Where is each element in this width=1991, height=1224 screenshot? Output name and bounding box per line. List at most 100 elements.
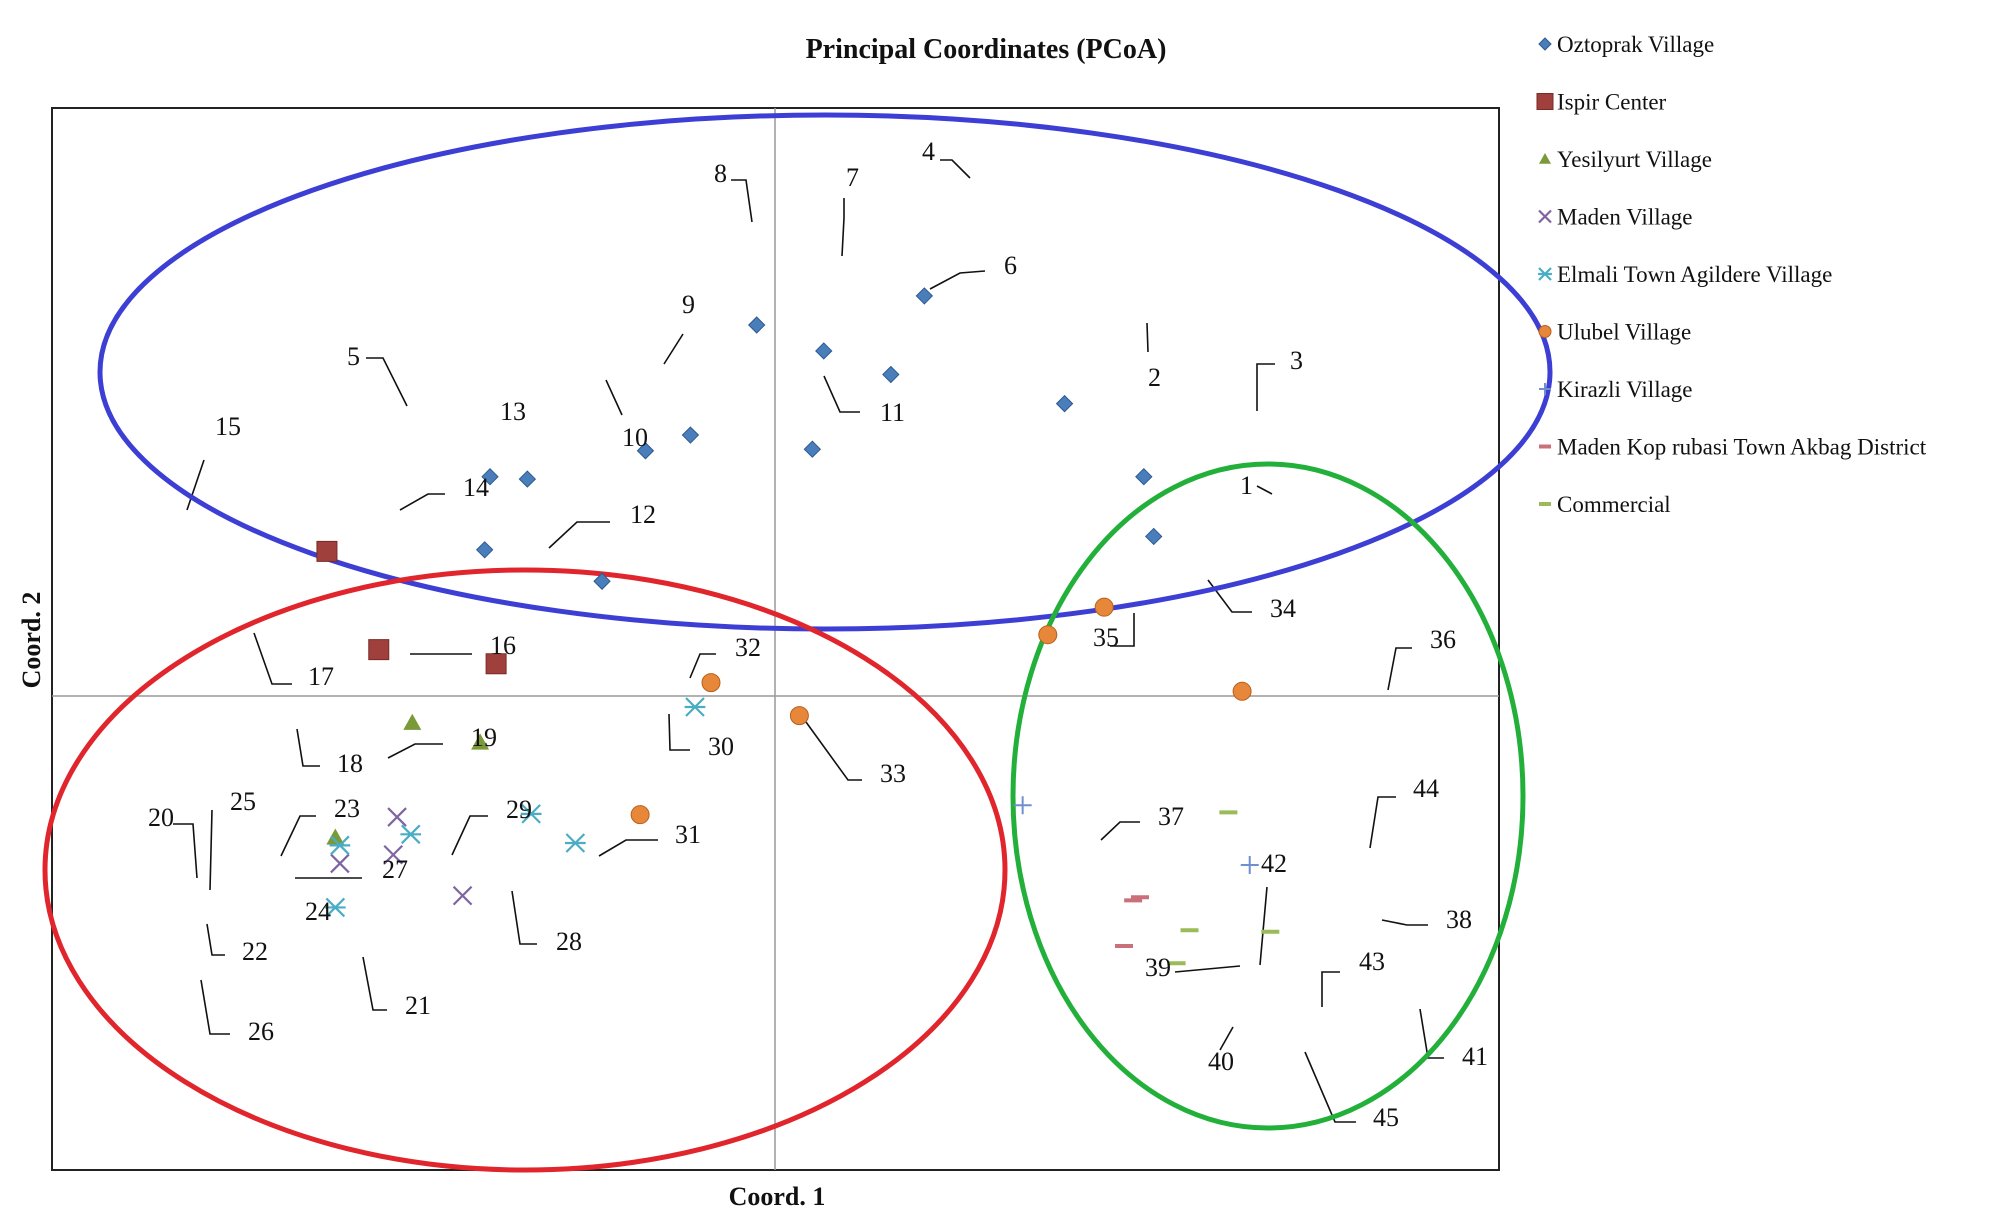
point-label-5: 5 [347, 342, 360, 371]
data-point-13 [518, 470, 537, 488]
point-label-43: 43 [1359, 947, 1385, 976]
leader-line-1 [1256, 485, 1273, 495]
point-label-35: 35 [1093, 623, 1119, 652]
leader-line-26 [200, 979, 230, 1035]
leader-line-32 [689, 653, 716, 679]
point-label-6: 6 [1004, 251, 1017, 280]
point-label-22: 22 [242, 937, 268, 966]
leader-line-42 [1259, 886, 1268, 966]
leader-line-36 [1387, 647, 1412, 691]
leader-line-20 [173, 823, 198, 879]
legend-label-4: Elmali Town Agildere Village [1557, 262, 1832, 287]
data-point-20 [326, 828, 345, 845]
legend-label-2: Yesilyurt Village [1557, 147, 1712, 172]
legend-label-5: Ulubel Village [1557, 320, 1691, 345]
data-point-36 [1232, 681, 1252, 701]
point-label-40: 40 [1208, 1047, 1234, 1076]
leader-line-44 [1369, 796, 1396, 849]
legend-label-3: Maden Village [1557, 205, 1693, 230]
legend-label-0: Oztoprak Village [1557, 32, 1714, 57]
legend-marker-0 [1538, 37, 1552, 51]
point-label-25: 25 [230, 787, 256, 816]
leader-line-14 [399, 493, 445, 511]
label-leader-lines [173, 159, 1444, 1123]
point-label-12: 12 [630, 500, 656, 529]
leader-line-31 [598, 839, 658, 857]
leader-line-28 [511, 890, 537, 945]
point-label-8: 8 [714, 159, 727, 188]
point-label-39: 39 [1145, 953, 1171, 982]
leader-line-7 [841, 198, 845, 257]
leader-line-45 [1304, 1051, 1356, 1123]
leader-line-38 [1381, 919, 1428, 926]
data-markers [316, 287, 1280, 966]
point-label-31: 31 [675, 820, 701, 849]
leader-line-5 [366, 357, 408, 407]
data-point-5 [481, 467, 499, 486]
point-label-7: 7 [846, 163, 859, 192]
cluster-ellipses [42, 112, 1553, 1173]
leader-line-29 [451, 815, 488, 856]
data-point-12 [593, 572, 611, 590]
data-point-15 [316, 540, 338, 562]
data-point-3 [1135, 467, 1153, 486]
point-label-24: 24 [305, 897, 331, 926]
leader-line-30 [668, 713, 690, 751]
point-label-28: 28 [556, 927, 582, 956]
point-label-13: 13 [500, 397, 526, 426]
leader-line-22 [206, 923, 225, 956]
leader-line-12 [548, 521, 610, 549]
point-label-26: 26 [248, 1017, 274, 1046]
point-label-14: 14 [463, 473, 489, 502]
point-label-30: 30 [708, 732, 734, 761]
data-point-23 [387, 807, 407, 827]
legend-marker-6 [1539, 383, 1551, 395]
data-point-9 [681, 426, 700, 444]
point-label-44: 44 [1413, 774, 1439, 803]
leader-line-40 [1219, 1026, 1234, 1051]
point-label-19: 19 [471, 723, 497, 752]
leader-line-15 [186, 459, 205, 511]
legend-marker-1 [1536, 93, 1554, 110]
legend-marker-5 [1538, 325, 1552, 338]
point-label-15: 15 [215, 412, 241, 441]
legend-marker-4 [1538, 267, 1552, 281]
data-point-29 [520, 804, 542, 824]
point-label-23: 23 [334, 794, 360, 823]
leader-line-33 [805, 721, 862, 781]
leader-line-10 [605, 379, 623, 416]
leader-line-37 [1100, 821, 1140, 841]
point-label-37: 37 [1158, 802, 1184, 831]
leader-line-6 [929, 270, 986, 290]
data-point-17 [368, 639, 390, 661]
leader-line-3 [1256, 363, 1275, 411]
data-point-28 [565, 833, 586, 853]
data-point-6 [882, 365, 900, 384]
data-point-8 [748, 316, 766, 334]
data-point-21 [452, 885, 473, 906]
leader-line-17 [253, 632, 292, 685]
legend-label-6: Kirazli Village [1557, 377, 1693, 402]
cluster-ellipse-blue [97, 112, 1553, 632]
data-point-2 [1055, 394, 1074, 413]
data-point-38 [1240, 855, 1259, 874]
data-point-18 [403, 713, 422, 730]
leader-line-4 [940, 159, 971, 179]
point-label-17: 17 [308, 662, 334, 691]
leader-line-25 [209, 809, 213, 891]
point-label-36: 36 [1430, 625, 1456, 654]
point-label-18: 18 [337, 749, 363, 778]
data-point-4 [915, 287, 934, 305]
point-label-38: 38 [1446, 905, 1472, 934]
leader-line-11 [823, 375, 860, 413]
x-axis-label: Coord. 1 [729, 1182, 826, 1211]
point-label-1: 1 [1240, 471, 1253, 500]
legend-label-8: Commercial [1557, 492, 1671, 517]
chart-title: Principal Coordinates (PCoA) [806, 34, 1167, 65]
data-point-1 [1145, 527, 1163, 546]
data-point-34 [1094, 597, 1114, 617]
point-label-21: 21 [405, 991, 431, 1020]
point-label-11: 11 [880, 398, 905, 427]
leader-line-19 [387, 743, 443, 759]
